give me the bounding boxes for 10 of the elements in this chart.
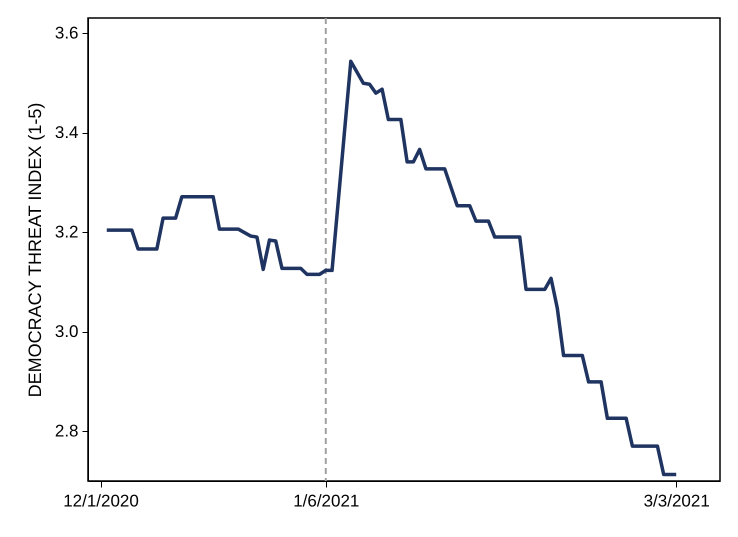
y-tick-label: 3.6 — [54, 23, 78, 42]
y-tick-label: 3.0 — [54, 322, 78, 342]
x-tick-label: 1/6/2021 — [293, 492, 360, 510]
x-tick-label: 12/1/2020 — [63, 492, 139, 510]
y-tick-label: 3.4 — [54, 123, 78, 142]
y-tick-label: 2.8 — [54, 422, 78, 441]
line-series — [105, 60, 678, 476]
x-tick-label: 3/3/2021 — [644, 492, 710, 510]
y-tick-label: 3.2 — [54, 222, 78, 242]
y-axis-title: DEMOCRACY THREAT INDEX (1-5) — [24, 102, 45, 398]
